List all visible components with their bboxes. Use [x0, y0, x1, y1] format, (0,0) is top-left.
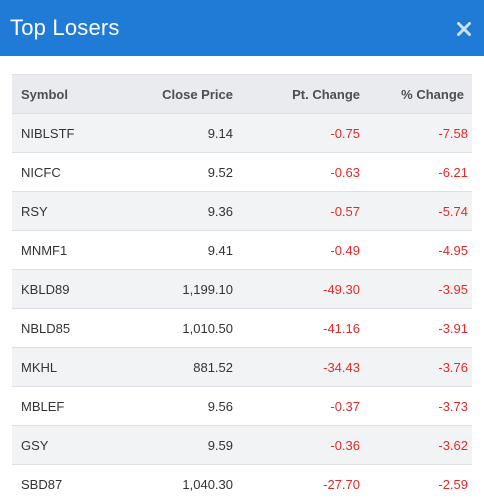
- pct-change-cell: -3.95: [360, 269, 472, 309]
- modal-body: Symbol Close Price Pt. Change % Change N…: [0, 56, 484, 499]
- pct-change-cell: -3.73: [360, 386, 472, 426]
- table-row[interactable]: NIBLSTF 9.14 -0.75 -7.58: [12, 113, 472, 153]
- table-row[interactable]: MBLEF 9.56 -0.37 -3.73: [12, 386, 472, 426]
- table-row[interactable]: RSY 9.36 -0.57 -5.74: [12, 191, 472, 231]
- pt-change-cell: -0.49: [235, 230, 360, 270]
- symbol-cell[interactable]: RSY: [12, 191, 125, 231]
- symbol-cell[interactable]: MKHL: [12, 347, 125, 387]
- symbol-cell[interactable]: NICFC: [12, 152, 125, 192]
- close-button[interactable]: [452, 17, 476, 41]
- close-price-cell: 9.52: [125, 152, 235, 192]
- modal-header: Top Losers: [0, 0, 484, 56]
- close-price-cell: 1,199.10: [125, 269, 235, 309]
- column-header-pt-change[interactable]: Pt. Change: [235, 74, 360, 114]
- pt-change-cell: -0.75: [235, 113, 360, 153]
- pct-change-cell: -3.62: [360, 425, 472, 465]
- pt-change-cell: -0.57: [235, 191, 360, 231]
- pt-change-cell: -34.43: [235, 347, 360, 387]
- close-price-cell: 9.14: [125, 113, 235, 153]
- pct-change-cell: -6.21: [360, 152, 472, 192]
- symbol-cell[interactable]: NBLD85: [12, 308, 125, 348]
- symbol-cell[interactable]: KBLD89: [12, 269, 125, 309]
- table-row[interactable]: KBLD89 1,199.10 -49.30 -3.95: [12, 269, 472, 309]
- table-row[interactable]: MKHL 881.52 -34.43 -3.76: [12, 347, 472, 387]
- pct-change-cell: -5.74: [360, 191, 472, 231]
- close-price-cell: 9.59: [125, 425, 235, 465]
- pt-change-cell: -0.36: [235, 425, 360, 465]
- symbol-cell[interactable]: NIBLSTF: [12, 113, 125, 153]
- pt-change-cell: -0.63: [235, 152, 360, 192]
- pct-change-cell: -2.59: [360, 464, 472, 499]
- table-row[interactable]: NICFC 9.52 -0.63 -6.21: [12, 152, 472, 192]
- close-price-cell: 1,040.30: [125, 464, 235, 499]
- pt-change-cell: -49.30: [235, 269, 360, 309]
- table-row[interactable]: SBD87 1,040.30 -27.70 -2.59: [12, 464, 472, 499]
- table-body: NIBLSTF 9.14 -0.75 -7.58 NICFC 9.52 -0.6…: [12, 113, 472, 499]
- pt-change-cell: -27.70: [235, 464, 360, 499]
- symbol-cell[interactable]: MNMF1: [12, 230, 125, 270]
- column-header-close-price[interactable]: Close Price: [125, 74, 235, 114]
- table-row[interactable]: MNMF1 9.41 -0.49 -4.95: [12, 230, 472, 270]
- pct-change-cell: -3.91: [360, 308, 472, 348]
- close-price-cell: 1,010.50: [125, 308, 235, 348]
- table-row[interactable]: NBLD85 1,010.50 -41.16 -3.91: [12, 308, 472, 348]
- pct-change-cell: -7.58: [360, 113, 472, 153]
- close-price-cell: 9.36: [125, 191, 235, 231]
- top-losers-table: Symbol Close Price Pt. Change % Change N…: [12, 74, 472, 499]
- close-price-cell: 881.52: [125, 347, 235, 387]
- symbol-cell[interactable]: SBD87: [12, 464, 125, 499]
- symbol-cell[interactable]: MBLEF: [12, 386, 125, 426]
- close-icon: [457, 22, 471, 36]
- column-header-symbol[interactable]: Symbol: [12, 74, 125, 114]
- symbol-cell[interactable]: GSY: [12, 425, 125, 465]
- pt-change-cell: -41.16: [235, 308, 360, 348]
- modal-title: Top Losers: [10, 15, 120, 40]
- table-row[interactable]: GSY 9.59 -0.36 -3.62: [12, 425, 472, 465]
- close-price-cell: 9.56: [125, 386, 235, 426]
- pct-change-cell: -3.76: [360, 347, 472, 387]
- close-price-cell: 9.41: [125, 230, 235, 270]
- table-header-row: Symbol Close Price Pt. Change % Change: [12, 74, 472, 114]
- pt-change-cell: -0.37: [235, 386, 360, 426]
- table-header: Symbol Close Price Pt. Change % Change: [12, 74, 472, 114]
- pct-change-cell: -4.95: [360, 230, 472, 270]
- column-header-pct-change[interactable]: % Change: [360, 74, 472, 114]
